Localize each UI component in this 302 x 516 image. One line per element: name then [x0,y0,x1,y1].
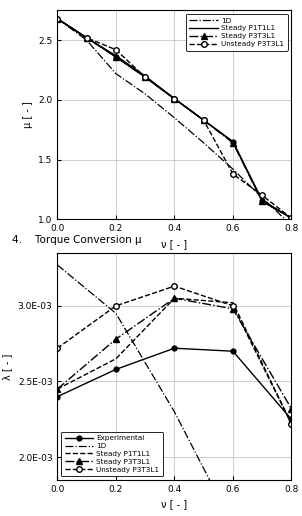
Experimental [56,15,59,22]
Unsteady P3T3L1 [114,46,118,53]
Steady P1T1L1 [290,421,293,427]
Experimental [56,394,59,400]
Steady P3T3L1 [290,406,293,412]
Experimental [231,139,235,145]
Line: Steady P3T3L1: Steady P3T3L1 [55,16,294,221]
Line: Steady P3T3L1: Steady P3T3L1 [55,296,294,412]
Unsteady P3T3L1 [231,303,235,309]
Experimental [290,416,293,423]
Line: Experimental: Experimental [55,346,294,422]
Steady P1T1L1 [202,117,205,123]
Unsteady P3T3L1 [290,421,293,427]
Unsteady P3T3L1 [290,215,293,221]
Line: Steady P1T1L1: Steady P1T1L1 [57,19,291,218]
Y-axis label: μ [ - ]: μ [ - ] [23,101,33,128]
1D [173,409,176,415]
1D [114,310,118,316]
Steady P3T3L1 [85,35,88,41]
Line: 1D: 1D [57,19,291,225]
Steady P3T3L1 [56,386,59,392]
Unsteady P3T3L1 [56,345,59,351]
Text: 4.    Torque Conversion μ: 4. Torque Conversion μ [12,235,142,245]
Legend: Experimental, 1D, Steady P1T1L1, Steady P3T3L1, Unsteady P3T3L1: Experimental, 1D, Steady P1T1L1, Steady … [61,431,163,476]
Steady P3T3L1 [114,54,118,60]
Experimental [114,54,118,60]
Steady P1T1L1 [231,300,235,306]
Line: Unsteady P3T3L1: Unsteady P3T3L1 [55,283,294,427]
Y-axis label: λ [ - ]: λ [ - ] [2,353,12,380]
Unsteady P3T3L1 [85,35,88,41]
Steady P3T3L1 [56,15,59,22]
Experimental [173,345,176,351]
Experimental [290,215,293,221]
Experimental [260,198,264,204]
X-axis label: ν [ - ]: ν [ - ] [161,239,188,249]
Steady P1T1L1 [231,139,235,145]
Steady P3T3L1 [173,295,176,301]
1D [85,37,88,43]
Steady P1T1L1 [143,73,147,79]
X-axis label: ν [ - ]: ν [ - ] [161,499,188,509]
Experimental [231,348,235,354]
1D [114,71,118,77]
Line: Experimental: Experimental [55,16,294,220]
1D [143,91,147,97]
1D [173,115,176,121]
1D [202,140,205,146]
1D [231,166,235,172]
Unsteady P3T3L1 [114,303,118,309]
Steady P3T3L1 [173,95,176,102]
Experimental [143,74,147,80]
Unsteady P3T3L1 [173,283,176,289]
Steady P1T1L1 [85,35,88,41]
Steady P1T1L1 [260,197,264,203]
Unsteady P3T3L1 [173,95,176,102]
Unsteady P3T3L1 [143,74,147,80]
Steady P1T1L1 [114,356,118,362]
Unsteady P3T3L1 [56,15,59,22]
Experimental [202,117,205,123]
Steady P1T1L1 [290,215,293,221]
Unsteady P3T3L1 [202,117,205,123]
Steady P3T3L1 [231,140,235,146]
Steady P3T3L1 [143,74,147,80]
Steady P1T1L1 [114,53,118,59]
Steady P1T1L1 [56,386,59,392]
1D [56,262,59,268]
Experimental [85,35,88,41]
Steady P1T1L1 [56,15,59,22]
Steady P3T3L1 [114,336,118,342]
Steady P1T1L1 [173,295,176,301]
Steady P3T3L1 [202,117,205,123]
Unsteady P3T3L1 [231,171,235,177]
1D [56,15,59,22]
Unsteady P3T3L1 [260,192,264,199]
Experimental [173,95,176,102]
Line: 1D: 1D [57,265,291,516]
1D [260,195,264,201]
1D [290,222,293,229]
Steady P3T3L1 [260,198,264,204]
Line: Unsteady P3T3L1: Unsteady P3T3L1 [55,16,294,221]
Experimental [114,366,118,373]
Steady P3T3L1 [290,215,293,221]
Steady P3T3L1 [231,306,235,312]
Steady P1T1L1 [173,95,176,102]
Line: Steady P1T1L1: Steady P1T1L1 [57,298,291,424]
Legend: 1D, Steady P1T1L1, Steady P3T3L1, Unsteady P3T3L1: 1D, Steady P1T1L1, Steady P3T3L1, Unstea… [186,14,288,51]
